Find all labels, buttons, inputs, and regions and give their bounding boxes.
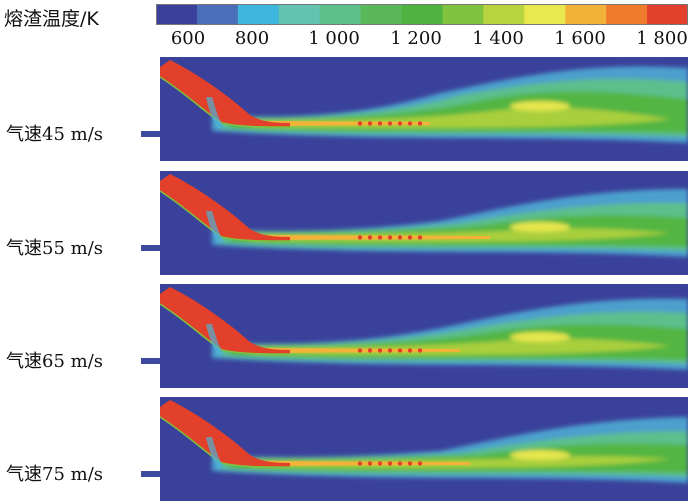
jet-droplet bbox=[377, 348, 383, 353]
temperature-contour-panel bbox=[160, 284, 688, 391]
colorbar-tick-label: 1 200 bbox=[390, 28, 442, 49]
far-field-hotspot bbox=[510, 222, 570, 232]
jet-droplet bbox=[387, 461, 393, 466]
jet-droplet bbox=[357, 348, 363, 353]
wall-gap bbox=[206, 324, 224, 356]
colorbar bbox=[156, 4, 688, 25]
jet-droplet bbox=[417, 235, 423, 240]
jet-droplet bbox=[377, 235, 383, 240]
colorbar-segment bbox=[360, 4, 403, 25]
colorbar-tick-label: 1 000 bbox=[308, 28, 360, 49]
colorbar-segment bbox=[319, 4, 362, 25]
panel-label: 气速45 m/s bbox=[6, 124, 103, 145]
jet-droplet bbox=[417, 348, 423, 353]
wall-gap bbox=[206, 97, 224, 129]
colorbar-segment bbox=[156, 4, 198, 25]
gas-nozzle bbox=[141, 358, 161, 364]
jet-droplet bbox=[357, 235, 363, 240]
temperature-contour-panel bbox=[160, 57, 688, 164]
colorbar-tick-label: 800 bbox=[234, 28, 270, 49]
colorbar-segment bbox=[565, 4, 607, 25]
colorbar-tick-label: 1 400 bbox=[472, 28, 524, 49]
slag-film bbox=[160, 174, 290, 241]
panel-label: 气速65 m/s bbox=[6, 351, 103, 372]
jet-droplet bbox=[387, 235, 393, 240]
jet-droplet bbox=[367, 348, 373, 353]
colorbar-segment bbox=[483, 4, 525, 25]
colorbar-title: 熔渣温度/K bbox=[4, 8, 99, 30]
colorbar-segment bbox=[278, 4, 321, 25]
jet-droplet bbox=[367, 121, 373, 126]
slag-film bbox=[160, 287, 290, 354]
colorbar-tick-label: 1 600 bbox=[554, 28, 606, 49]
slag-film-edge bbox=[160, 76, 291, 128]
far-field-hotspot bbox=[510, 450, 570, 460]
wall-gap bbox=[206, 437, 224, 469]
far-field-hotspot bbox=[510, 332, 570, 342]
panel-separator bbox=[160, 275, 688, 278]
colorbar-tick-label: 600 bbox=[170, 28, 206, 49]
wall-gap bbox=[206, 211, 224, 243]
panel-label: 气速55 m/s bbox=[6, 238, 103, 259]
gas-nozzle bbox=[141, 245, 161, 251]
jet-droplet bbox=[367, 235, 373, 240]
jet-droplet bbox=[417, 121, 423, 126]
temperature-contour-panel bbox=[160, 171, 688, 278]
jet-droplet bbox=[387, 121, 393, 126]
slag-film bbox=[160, 60, 290, 127]
colorbar-segment bbox=[401, 4, 443, 25]
gas-nozzle bbox=[141, 471, 161, 477]
jet-droplet bbox=[417, 461, 423, 466]
jet-droplet bbox=[397, 461, 403, 466]
gas-nozzle bbox=[141, 131, 161, 137]
colorbar-border bbox=[156, 4, 688, 25]
slag-film-edge bbox=[160, 303, 291, 355]
jet-droplet bbox=[377, 461, 383, 466]
colorbar-segment bbox=[442, 4, 484, 25]
slag-film-edge bbox=[160, 416, 291, 468]
jet-droplet bbox=[397, 235, 403, 240]
slag-film-edge bbox=[160, 190, 291, 242]
jet-droplet bbox=[397, 121, 403, 126]
jet-core bbox=[260, 235, 490, 240]
jet-core bbox=[260, 121, 430, 126]
jet-droplet bbox=[407, 348, 413, 353]
jet-droplet bbox=[367, 461, 373, 466]
colorbar-segment bbox=[196, 4, 239, 25]
panel-separator bbox=[160, 388, 688, 391]
colorbar-segment bbox=[524, 4, 566, 25]
jet-droplet bbox=[407, 461, 413, 466]
colorbar-segment bbox=[606, 4, 648, 25]
jet-droplet bbox=[397, 348, 403, 353]
jet-droplet bbox=[407, 121, 413, 126]
temperature-contour-panel bbox=[160, 397, 688, 504]
jet-droplet bbox=[357, 461, 363, 466]
panel-label: 气速75 m/s bbox=[6, 464, 103, 485]
jet-droplet bbox=[357, 121, 363, 126]
jet-core bbox=[260, 461, 470, 466]
panel-separator bbox=[160, 161, 688, 164]
jet-droplet bbox=[387, 348, 393, 353]
colorbar-segment bbox=[237, 4, 280, 25]
colorbar-tick-label: 1 800 bbox=[636, 28, 688, 49]
colorbar-segment bbox=[647, 4, 688, 25]
slag-film bbox=[160, 400, 290, 467]
far-field-hotspot bbox=[510, 101, 570, 111]
jet-droplet bbox=[377, 121, 383, 126]
jet-droplet bbox=[407, 235, 413, 240]
